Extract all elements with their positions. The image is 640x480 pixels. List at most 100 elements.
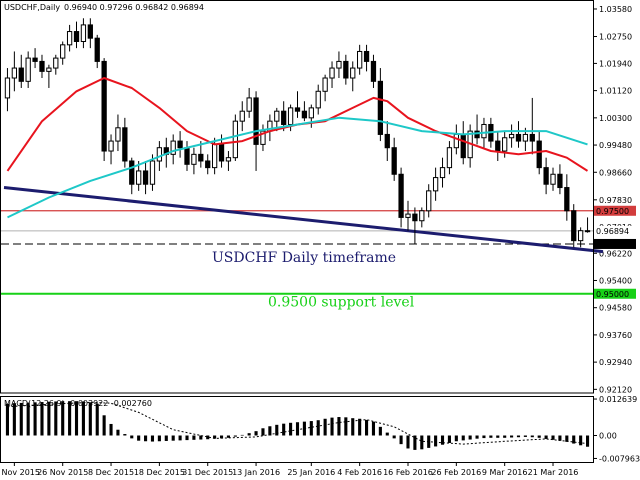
candle (260, 124, 266, 152)
x-tick-label: 26 Feb 2016 (431, 468, 481, 477)
candle-body-down (122, 127, 128, 162)
candle (543, 157, 549, 195)
candle (350, 61, 356, 92)
candle (439, 157, 446, 188)
x-tick-label: 8 Dec 2015 (88, 468, 134, 477)
price-pane: 1.03580 1.02750 1.01940 1.01120 1.00300 0.994… (1, 5, 636, 394)
candle-body-down (253, 97, 259, 145)
price-tick-label: 0.94580 (599, 304, 632, 313)
candle-body-down (301, 110, 308, 119)
candle-body-up (211, 143, 218, 169)
candle-body-down (101, 60, 107, 152)
candle-body-down (129, 160, 135, 185)
candle (391, 137, 397, 181)
candle (46, 64, 52, 88)
candle (446, 141, 453, 175)
candle-body-up (329, 67, 335, 79)
support-annotation: 0.9500 support level (268, 294, 415, 310)
candle (184, 141, 190, 171)
candle (18, 54, 24, 88)
candle-body-down (391, 147, 397, 175)
candle (377, 68, 384, 142)
candle-body-up (481, 123, 487, 139)
candle (11, 51, 17, 92)
candle-body-up (115, 127, 121, 142)
candle-body-up (550, 173, 556, 185)
candle (25, 51, 31, 88)
x-tick-label: 13 Jan 2016 (232, 468, 280, 477)
horizontal-levels (1, 210, 593, 295)
candle-body-down (460, 133, 466, 159)
candle (578, 227, 584, 248)
ma-red-line (6, 77, 589, 172)
candle (80, 18, 87, 49)
candle (53, 54, 59, 75)
candle (39, 54, 45, 79)
candle (315, 84, 321, 115)
candle (322, 74, 328, 102)
x-tick-label: 16 Feb 2016 (383, 468, 433, 477)
candle-body-up (232, 120, 238, 159)
ohlc-label: 0.96940 0.97296 0.96842 0.96894 (64, 3, 204, 12)
candle-body-down (39, 60, 45, 72)
candle (564, 174, 570, 221)
candle (329, 61, 335, 88)
candle (405, 200, 411, 231)
macd-label: MACD(12,26,9) -0.003922 -0.002760 (4, 399, 152, 408)
x-tick-label: 25 Jan 2016 (287, 468, 335, 477)
support-level-bg (594, 288, 636, 299)
candle (584, 217, 591, 233)
candle (301, 101, 308, 122)
x-tick-label: 18 Dec 2015 (134, 468, 185, 477)
candle (94, 34, 100, 69)
resistance-level-label: 0.97500 (596, 207, 629, 216)
candle-body-up (136, 170, 142, 185)
price-tick-label: 0.98660 (599, 168, 632, 177)
macd-pane-frame (0, 396, 594, 463)
candle (474, 114, 480, 145)
candle-body-down (370, 60, 377, 82)
candle (308, 104, 314, 128)
candle (294, 91, 301, 118)
candle-body-down (32, 57, 38, 62)
candle-body-up (350, 67, 356, 79)
price-pane-frame (0, 0, 594, 394)
candle (66, 24, 73, 52)
candle-body-down (218, 143, 225, 162)
dashed-level-bg (594, 238, 636, 249)
macd-tick-label: 0.00 (599, 431, 617, 440)
frames (0, 0, 594, 463)
current-price-bg (594, 225, 636, 236)
candle (343, 54, 349, 85)
candle (357, 44, 363, 75)
candle-body-up (108, 140, 114, 152)
price-tick-label: 1.02750 (599, 33, 632, 42)
candle (419, 207, 425, 228)
candle-body-up (170, 140, 176, 155)
candle-body-up (522, 133, 529, 142)
candle-body-down (294, 107, 301, 112)
candle-body-up (66, 31, 73, 46)
candle-body-up (315, 90, 321, 109)
candle (239, 101, 245, 132)
candle (557, 164, 563, 195)
candle (370, 54, 377, 88)
candle (198, 141, 204, 168)
macd-pane: 0.012639 0.00 -0.007963 MACD(12,26,9) -0.00… (4, 395, 640, 463)
price-tick-label: 1.01940 (599, 59, 632, 68)
candle-body-up (357, 50, 363, 69)
symbol-label: USDCHF,Daily (4, 3, 60, 12)
candle (232, 114, 238, 161)
candle (136, 160, 142, 191)
macd-signal-line (7, 401, 588, 445)
candle-body-down (557, 173, 563, 189)
candle-body-down (515, 133, 522, 142)
candle (170, 134, 176, 165)
candle (336, 51, 342, 79)
candle-body-up (4, 77, 11, 99)
candle (363, 44, 370, 72)
candle-body-down (529, 133, 535, 142)
candle-body-up (439, 167, 446, 179)
candle (32, 48, 38, 69)
